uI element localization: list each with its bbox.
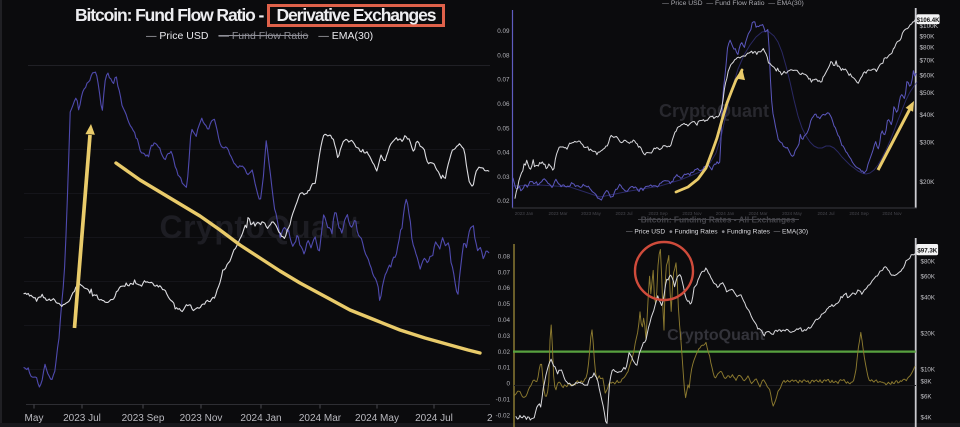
svg-text:0: 0 — [506, 381, 510, 388]
svg-text:2023 Mar: 2023 Mar — [548, 211, 568, 216]
svg-text:2024 Mar: 2024 Mar — [748, 211, 768, 216]
svg-text:CryptoQuant: CryptoQuant — [659, 101, 769, 121]
svg-text:$60K: $60K — [920, 73, 936, 80]
svg-text:0.03: 0.03 — [497, 174, 510, 181]
svg-text:$4K: $4K — [921, 415, 933, 422]
svg-text:2: 2 — [487, 413, 493, 424]
svg-text:2024 Sep: 2024 Sep — [849, 211, 869, 216]
svg-text:-0.02: -0.02 — [496, 412, 511, 419]
svg-text:$90K: $90K — [920, 33, 936, 40]
svg-text:0.06: 0.06 — [498, 285, 511, 292]
svg-text:May: May — [25, 413, 44, 424]
svg-text:$106.4K: $106.4K — [917, 18, 940, 24]
svg-text:0.01: 0.01 — [498, 365, 511, 372]
svg-text:2024 Nov: 2024 Nov — [882, 211, 902, 216]
svg-text:2023 Nov: 2023 Nov — [180, 413, 223, 424]
svg-text:$6K: $6K — [921, 393, 933, 400]
svg-text:2024 Mar: 2024 Mar — [299, 413, 342, 424]
svg-text:0.02: 0.02 — [498, 349, 511, 356]
svg-text:$20K: $20K — [920, 179, 936, 186]
svg-text:$70K: $70K — [920, 58, 936, 65]
svg-text:$50K: $50K — [920, 90, 936, 97]
svg-text:2023 Nov: 2023 Nov — [682, 211, 702, 216]
svg-text:$97.3K: $97.3K — [917, 247, 937, 254]
svg-text:$20K: $20K — [921, 331, 936, 338]
svg-text:2024 Jan: 2024 Jan — [716, 211, 735, 216]
svg-text:-0.01: -0.01 — [496, 397, 511, 404]
svg-text:2024 May: 2024 May — [355, 413, 399, 424]
svg-text:2023 May: 2023 May — [581, 211, 602, 216]
svg-text:0.08: 0.08 — [497, 52, 510, 59]
svg-text:$60K: $60K — [921, 273, 936, 280]
svg-text:$10K: $10K — [921, 367, 936, 374]
svg-text:$8K: $8K — [921, 378, 933, 385]
svg-text:2024 Jan: 2024 Jan — [240, 413, 281, 424]
svg-text:2023 Sep: 2023 Sep — [648, 211, 668, 216]
svg-text:0.03: 0.03 — [498, 333, 511, 340]
svg-text:0.04: 0.04 — [497, 150, 510, 157]
svg-text:0.07: 0.07 — [498, 269, 511, 276]
svg-text:0.08: 0.08 — [498, 253, 511, 260]
svg-text:2024 May: 2024 May — [782, 211, 803, 216]
svg-text:$80K: $80K — [920, 45, 936, 52]
svg-text:2024 Jul: 2024 Jul — [817, 211, 834, 216]
svg-text:0.05: 0.05 — [497, 125, 510, 132]
svg-text:2023 Jul: 2023 Jul — [615, 211, 632, 216]
svg-text:2023 Jan: 2023 Jan — [515, 211, 534, 216]
svg-text:CryptoQuant: CryptoQuant — [667, 327, 765, 344]
svg-text:CryptoQuant: CryptoQuant — [159, 209, 360, 245]
svg-text:$30K: $30K — [920, 140, 936, 147]
svg-text:$40K: $40K — [921, 295, 936, 302]
svg-text:0.09: 0.09 — [497, 28, 510, 35]
svg-text:0.05: 0.05 — [498, 301, 511, 308]
svg-text:2023 Jul: 2023 Jul — [63, 413, 101, 424]
svg-text:$40K: $40K — [920, 112, 936, 119]
svg-text:— Price USD — Fund Flow Ratio: — Price USD — Fund Flow Ratio — EMA(30) — [662, 0, 804, 7]
svg-text:2023 Sep: 2023 Sep — [122, 413, 165, 424]
svg-text:0.04: 0.04 — [498, 317, 511, 324]
svg-text:0.07: 0.07 — [497, 77, 510, 84]
svg-text:— Price USD ● Funding Rates: — Price USD ● Funding Rates ● Funding Ra… — [626, 229, 808, 236]
svg-text:$100K: $100K — [920, 23, 939, 30]
svg-text:0.06: 0.06 — [497, 101, 510, 108]
svg-text:2024 Jul: 2024 Jul — [415, 413, 453, 424]
svg-text:$80K: $80K — [921, 258, 936, 265]
svg-text:0.02: 0.02 — [497, 198, 510, 205]
